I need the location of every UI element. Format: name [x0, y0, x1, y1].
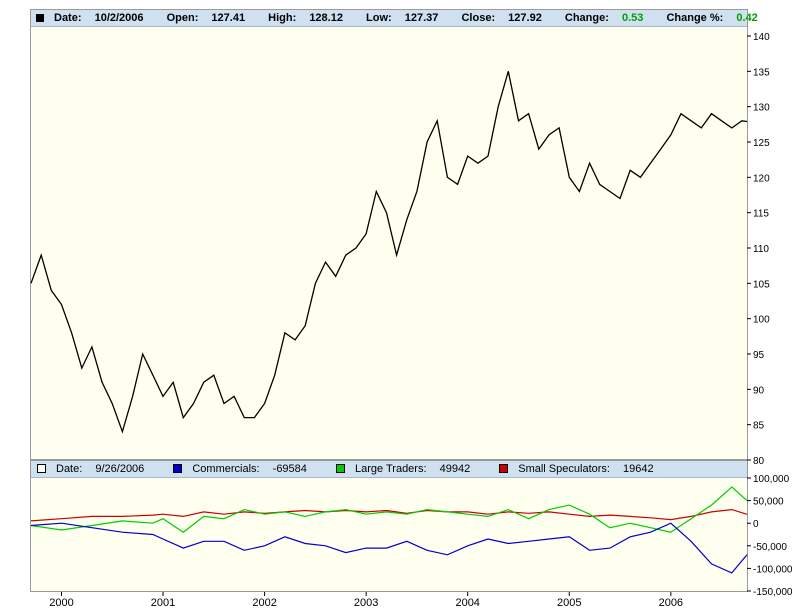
price-y-tick-label: 140 [753, 32, 770, 43]
price-y-tick-label: 95 [753, 350, 765, 361]
x-tick-label: 2000 [49, 597, 73, 609]
price-chart-panel: Date: 10/2/2006 Open: 127.41 High: 128.1… [30, 9, 758, 460]
price-y-tick-label: 105 [753, 279, 770, 290]
price-y-tick-label: 100 [753, 315, 770, 326]
price-change-pct: Change %: 0.42 [666, 12, 758, 24]
cot-y-tick-label: 0 [753, 519, 759, 530]
price-open: Open: 127.41 [166, 12, 246, 24]
cot-large-traders: Large Traders: 49942 [354, 463, 471, 475]
x-tick-label: 2003 [354, 597, 378, 609]
x-tick-label: 2002 [252, 597, 276, 609]
cot-small-speculators: Small Speculators: 19642 [518, 463, 654, 475]
price-date: Date: 10/2/2006 [54, 12, 144, 24]
cot-header: Date: 9/26/2006 Commercials: -69584 Larg… [31, 461, 747, 478]
cot-y-tick-label: 50,000 [753, 497, 784, 508]
large-traders-series-line [30, 486, 748, 533]
cot-y-tick-label: -150,000 [753, 587, 793, 598]
price-y-tick-label: 130 [753, 103, 770, 114]
x-tick-label: 2005 [557, 597, 581, 609]
price-high: High: 128.12 [268, 12, 343, 24]
price-y-tick-label: 125 [753, 138, 770, 149]
x-tick-label: 2004 [455, 597, 479, 609]
price-y-tick-label: 85 [753, 421, 765, 432]
price-header: Date: 10/2/2006 Open: 127.41 High: 128.1… [31, 10, 758, 27]
series-marker-icon [36, 13, 44, 22]
cot-y-tick-label: -50,000 [753, 542, 787, 553]
x-tick-label: 2001 [151, 597, 175, 609]
cot-date: Date: 9/26/2006 [56, 463, 145, 475]
price-y-tick-label: 135 [753, 67, 770, 78]
large-traders-legend-icon [335, 463, 345, 473]
price-y-tick-label: 120 [753, 173, 770, 184]
commercials-legend-icon [173, 463, 183, 473]
price-series-line [30, 71, 748, 434]
series-marker-icon [37, 463, 46, 473]
small-speculators-series-line [30, 508, 748, 522]
price-y-tick-label: 115 [753, 209, 769, 220]
price-change: Change: 0.53 [564, 12, 644, 24]
cot-y-tick-label: -100,000 [753, 564, 793, 575]
cot-commercials: Commercials: -69584 [192, 463, 307, 475]
cot-y-tick-label: 100,000 [753, 474, 790, 485]
cot-chart-panel: Date: 9/26/2006 Commercials: -69584 Larg… [30, 460, 748, 592]
small-speculators-legend-icon [499, 463, 509, 473]
x-tick-label: 2006 [659, 597, 683, 609]
commercials-series-line [30, 522, 748, 574]
price-y-tick-label: 80 [753, 456, 765, 467]
price-y-tick-label: 90 [753, 385, 765, 396]
price-close: Close: 127.92 [461, 12, 542, 24]
price-y-tick-label: 110 [753, 244, 769, 255]
price-low: Low: 127.37 [366, 12, 439, 24]
